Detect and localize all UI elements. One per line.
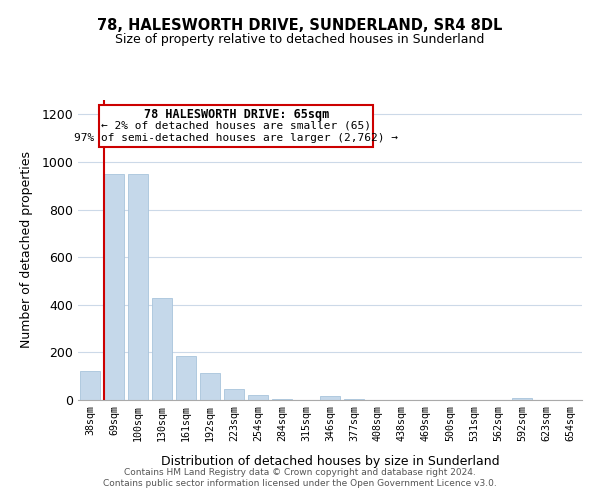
Text: ← 2% of detached houses are smaller (65): ← 2% of detached houses are smaller (65) [101,121,371,131]
Bar [248,395,268,400]
X-axis label: Distribution of detached houses by size in Sunderland: Distribution of detached houses by size … [161,455,499,468]
Bar [152,298,172,400]
Bar [224,389,244,400]
Bar [272,399,292,400]
Text: 97% of semi-detached houses are larger (2,762) →: 97% of semi-detached houses are larger (… [74,133,398,143]
Text: 78 HALESWORTH DRIVE: 65sqm: 78 HALESWORTH DRIVE: 65sqm [143,108,329,120]
FancyBboxPatch shape [99,105,373,147]
Bar [344,399,364,400]
Y-axis label: Number of detached properties: Number of detached properties [20,152,33,348]
Bar [512,398,532,400]
Bar [80,372,100,400]
Bar [176,356,196,400]
Text: Size of property relative to detached houses in Sunderland: Size of property relative to detached ho… [115,32,485,46]
Bar [320,396,340,400]
Bar [200,372,220,400]
Bar [104,174,124,400]
Bar [128,174,148,400]
Text: Contains HM Land Registry data © Crown copyright and database right 2024.
Contai: Contains HM Land Registry data © Crown c… [103,468,497,487]
Text: 78, HALESWORTH DRIVE, SUNDERLAND, SR4 8DL: 78, HALESWORTH DRIVE, SUNDERLAND, SR4 8D… [97,18,503,32]
